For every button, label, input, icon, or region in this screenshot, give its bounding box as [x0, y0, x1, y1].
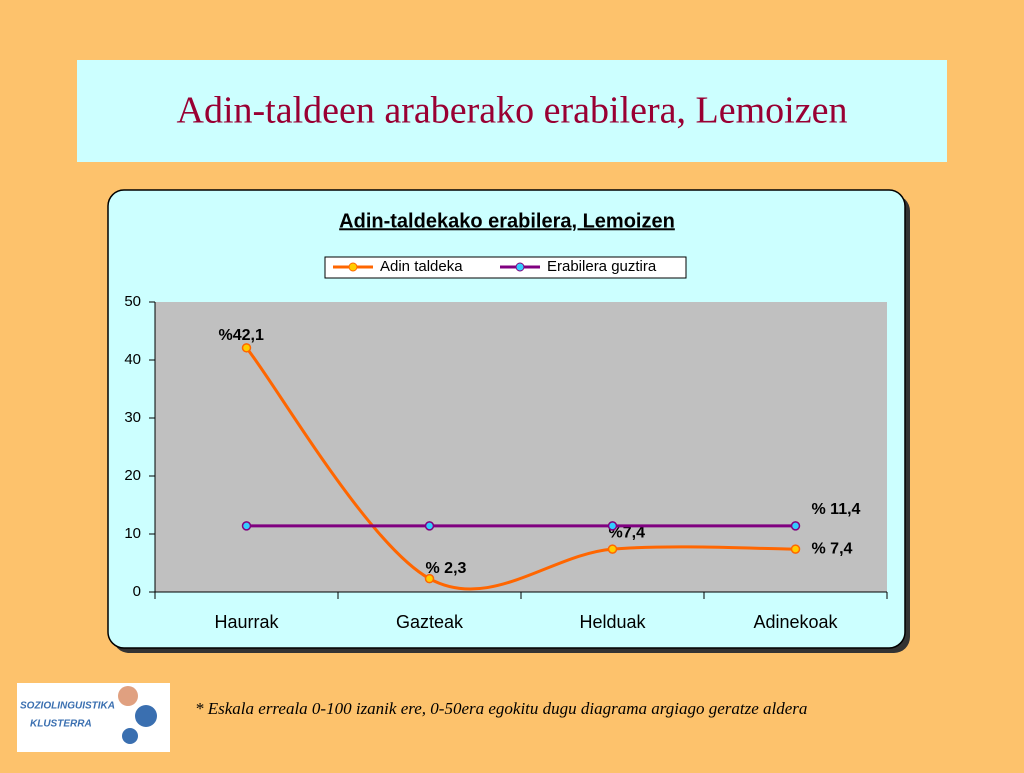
- y-tick-label: 20: [124, 467, 141, 484]
- data-point: [607, 544, 618, 554]
- legend-marker: [348, 262, 358, 272]
- y-tick-label: 10: [124, 525, 141, 542]
- x-tick-label: Helduak: [579, 612, 646, 632]
- data-point: [241, 343, 252, 353]
- data-point: [424, 573, 435, 584]
- data-point: [241, 521, 252, 531]
- x-tick-label: Adinekoak: [753, 612, 838, 632]
- data-label: %7,4: [609, 524, 646, 541]
- legend-label: Adin taldeka: [380, 258, 463, 275]
- data-point: [607, 521, 618, 531]
- data-label: % 11,4: [812, 501, 861, 518]
- legend-marker: [515, 262, 525, 272]
- legend-label: Erabilera guztira: [547, 258, 657, 275]
- y-tick-label: 0: [133, 583, 141, 600]
- y-tick-label: 50: [124, 293, 141, 310]
- logo-icon: [118, 686, 138, 706]
- data-point: [790, 521, 801, 531]
- data-point: [424, 521, 435, 531]
- footnote: * Eskala erreala 0-100 izanik ere, 0-50e…: [195, 699, 807, 718]
- x-tick-label: Gazteak: [396, 612, 464, 632]
- chart-title: Adin-taldekako erabilera, Lemoizen: [339, 210, 675, 232]
- logo-text: SOZIOLINGUISTIKA: [20, 701, 115, 712]
- x-tick-label: Haurrak: [214, 612, 279, 632]
- title-box: [77, 60, 947, 162]
- logo-icon: [135, 705, 157, 727]
- y-tick-label: 40: [124, 351, 141, 368]
- data-label: % 7,4: [812, 540, 853, 557]
- logo-icon: [122, 728, 138, 744]
- plot-area: [155, 302, 887, 592]
- slide-title: Adin-taldeen araberako erabilera, Lemoiz…: [177, 90, 848, 132]
- logo-text: KLUSTERRA: [30, 719, 92, 730]
- chart: 0 10 20 30 40 50 Haurrak Gazteak Helduak Adinekoa…: [124, 258, 888, 632]
- data-label: % 2,3: [426, 560, 467, 577]
- data-point: [790, 544, 801, 554]
- data-label: %42,1: [219, 327, 264, 344]
- series-line: [245, 346, 796, 591]
- y-tick-label: 30: [124, 409, 141, 426]
